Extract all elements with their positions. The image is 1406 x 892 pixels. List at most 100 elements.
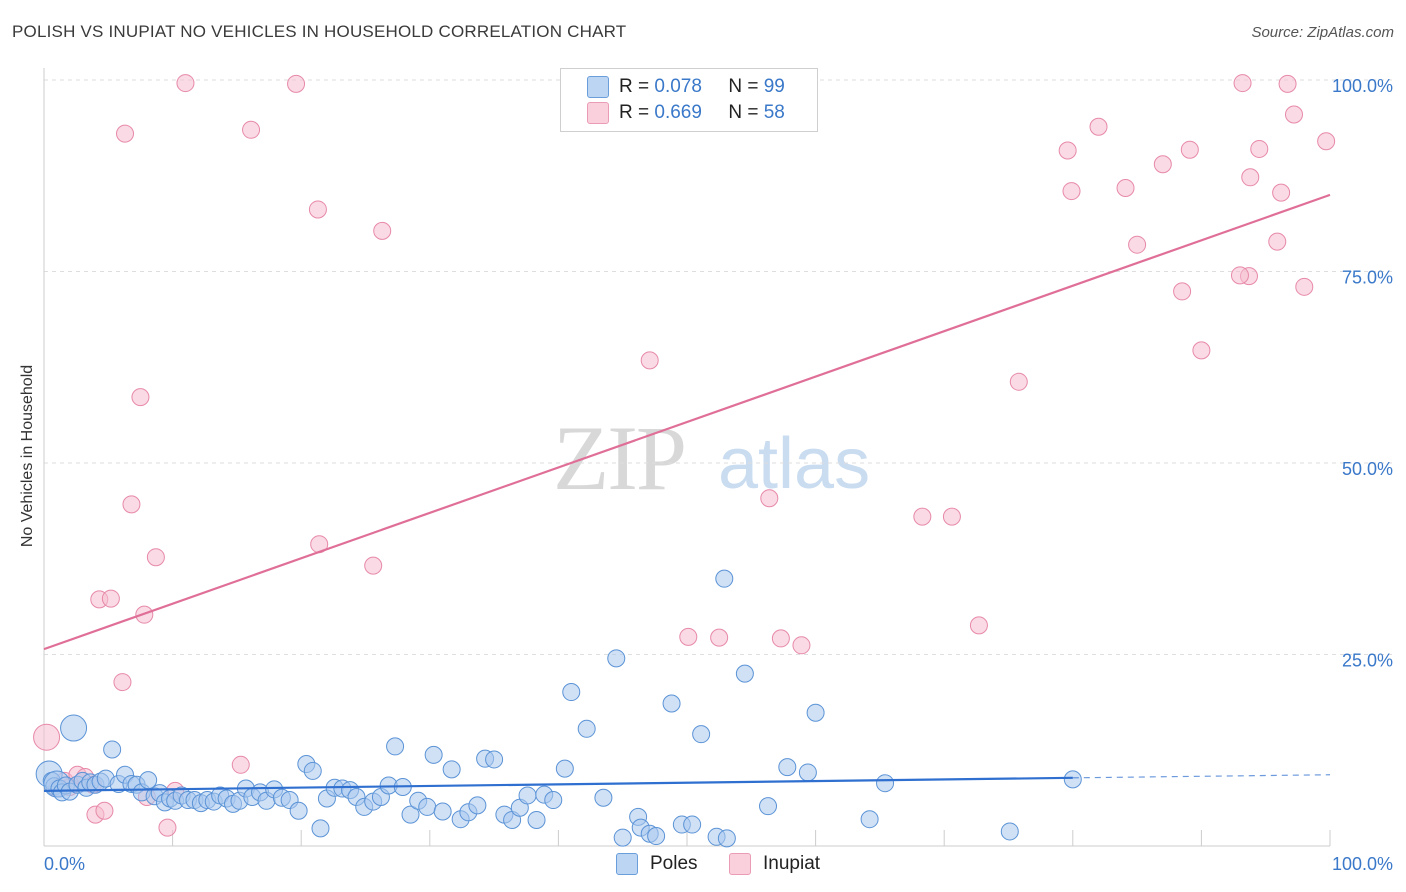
axes-layer <box>43 68 1331 847</box>
poles-point-65 <box>442 760 461 779</box>
inupiat-point-36 <box>969 616 988 635</box>
inupiat-point-12 <box>116 124 135 143</box>
inupiat-point-26 <box>364 556 383 575</box>
poles-point-96 <box>759 797 778 816</box>
inupiat-point-25 <box>308 200 327 219</box>
poles-point-91 <box>692 725 711 744</box>
inupiat-points <box>33 74 1336 837</box>
inupiat-point-37 <box>1009 372 1028 391</box>
y-tick-label-75: 75.0% <box>1342 268 1393 288</box>
legend-row-inupiat: R = 0.669 N = 58 <box>587 101 785 125</box>
inupiat-point-56 <box>1317 132 1336 151</box>
poles-n-value: 99 <box>763 76 785 97</box>
inupiat-point-42 <box>1128 235 1147 254</box>
x-tick-label-min: 0.0% <box>44 854 85 874</box>
poles-point-102 <box>1000 822 1019 841</box>
source-label: Source: ZipAtlas.com <box>1251 24 1394 41</box>
poles-point-87 <box>647 827 666 846</box>
poles-point-83 <box>613 828 632 847</box>
inupiat-point-33 <box>792 636 811 655</box>
inupiat-point-55 <box>1295 277 1314 296</box>
poles-point-99 <box>806 703 825 722</box>
poles-point-16 <box>103 740 122 759</box>
inupiat-point-30 <box>710 628 729 647</box>
poles-point-22 <box>139 771 158 790</box>
inupiat-point-44 <box>1173 282 1192 301</box>
inupiat-point-54 <box>1284 105 1303 124</box>
poles-point-77 <box>544 791 563 810</box>
poles-point-70 <box>485 750 504 769</box>
inupiat-point-18 <box>158 818 177 837</box>
inupiat-point-9 <box>95 801 114 820</box>
inupiat-point-27 <box>373 221 392 240</box>
trend-lines <box>43 193 1331 792</box>
poles-swatch <box>587 76 609 98</box>
poles-point-64 <box>433 802 452 821</box>
legend-row-poles: R = 0.078 N = 99 <box>587 75 785 99</box>
inupiat-point-46 <box>1192 341 1211 360</box>
watermark-zip: ZIP <box>553 407 687 509</box>
inupiat-r-label: R = <box>619 102 655 123</box>
poles-trend-extension <box>1072 774 1331 779</box>
poles-legend-swatch <box>616 853 638 875</box>
poles-point-68 <box>468 796 487 815</box>
poles-point-95 <box>735 664 754 683</box>
poles-n-label: N = <box>728 76 764 97</box>
inupiat-point-47 <box>1233 74 1252 93</box>
poles-points <box>35 569 1082 848</box>
poles-point-79 <box>562 683 581 702</box>
inupiat-point-20 <box>176 74 195 93</box>
poles-point-74 <box>518 786 537 805</box>
x-tick-label-max: 100.0% <box>1332 854 1393 874</box>
inupiat-point-53 <box>1278 74 1297 93</box>
poles-point-100 <box>860 810 879 829</box>
poles-point-97 <box>778 758 797 777</box>
poles-legend-label: Poles <box>650 853 698 874</box>
inupiat-point-39 <box>1062 182 1081 201</box>
inupiat-point-32 <box>771 629 790 648</box>
poles-point-98 <box>798 763 817 782</box>
inupiat-point-11 <box>113 673 132 692</box>
poles-point-63 <box>424 745 443 764</box>
poles-point-88 <box>662 694 681 713</box>
inupiat-point-17 <box>146 548 165 567</box>
poles-trend-line <box>43 776 1073 792</box>
inupiat-n-value: 58 <box>763 102 785 123</box>
poles-r-label: R = <box>619 76 655 97</box>
inupiat-point-41 <box>1116 179 1135 198</box>
inupiat-point-43 <box>1153 155 1172 174</box>
y-tick-label-50: 50.0% <box>1342 459 1393 479</box>
y-tick-label-25: 25.0% <box>1342 651 1393 671</box>
inupiat-point-38 <box>1058 141 1077 160</box>
poles-point-60 <box>401 805 420 824</box>
inupiat-point-45 <box>1180 140 1199 159</box>
poles-point-94 <box>715 569 734 588</box>
legend-item-poles[interactable]: Poles <box>616 853 698 875</box>
inupiat-point-34 <box>913 507 932 526</box>
inupiat-point-28 <box>640 351 659 370</box>
tick-labels: 25.0% 50.0% 75.0% 100.0% 0.0% 100.0% <box>44 76 1393 874</box>
inupiat-legend-swatch <box>729 853 751 875</box>
poles-r-value: 0.078 <box>654 76 702 97</box>
inupiat-point-35 <box>942 507 961 526</box>
series-legend: Poles Inupiat <box>0 850 1406 880</box>
poles-point-90 <box>683 815 702 834</box>
inupiat-point-29 <box>679 627 698 646</box>
inupiat-point-14 <box>131 388 150 407</box>
inupiat-point-22 <box>242 120 261 139</box>
legend-item-inupiat[interactable]: Inupiat <box>729 853 820 875</box>
poles-point-62 <box>418 797 437 816</box>
poles-point-8 <box>60 714 88 742</box>
inupiat-point-0 <box>33 723 61 751</box>
inupiat-legend-label: Inupiat <box>763 853 821 874</box>
inupiat-point-52 <box>1272 183 1291 202</box>
poles-point-58 <box>386 737 405 756</box>
inupiat-point-21 <box>231 755 250 774</box>
inupiat-point-23 <box>287 74 306 93</box>
inupiat-point-31 <box>760 489 779 508</box>
poles-point-101 <box>876 774 895 793</box>
poles-point-75 <box>527 810 546 829</box>
poles-point-93 <box>717 829 736 848</box>
poles-point-47 <box>303 761 322 780</box>
